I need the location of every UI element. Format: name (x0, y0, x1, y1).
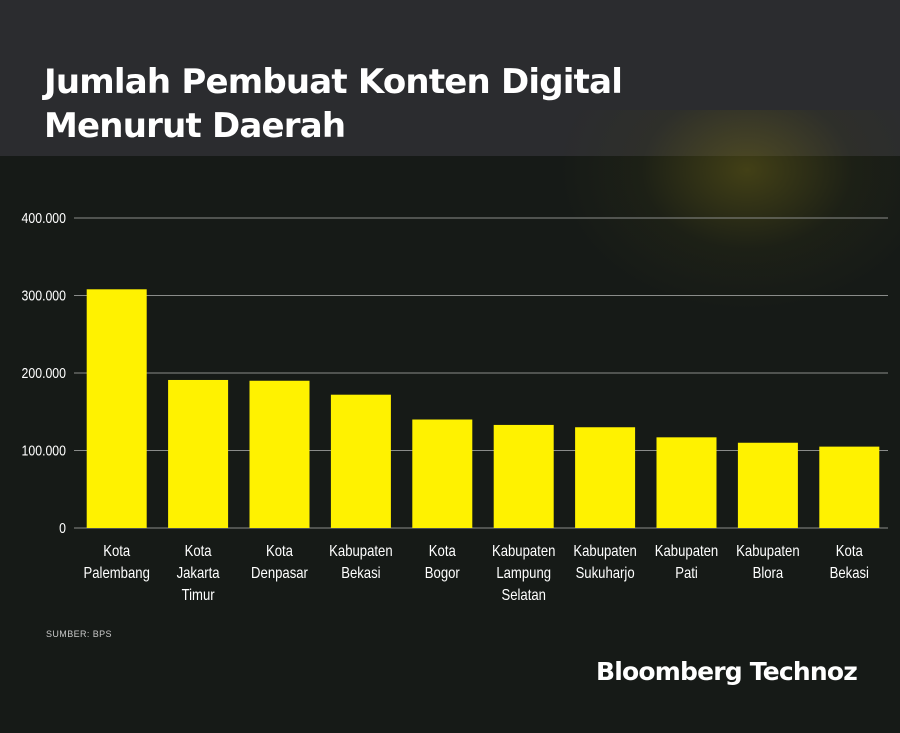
x-tick-label: Kota (103, 543, 131, 560)
x-tick-label: Kota (429, 543, 457, 560)
bar (412, 419, 473, 528)
bar (168, 379, 229, 528)
x-tick-label: Kota (185, 543, 213, 560)
x-tick-label: Kabupaten (492, 543, 555, 560)
bar (249, 380, 310, 528)
x-tick-label: Jakarta (177, 565, 221, 582)
chart-title-line-1: Jumlah Pembuat Konten Digital (44, 62, 623, 102)
chart-title-line-2: Menurut Daerah (44, 106, 346, 146)
bar (86, 289, 147, 528)
bar (493, 424, 554, 528)
x-tick-label: Bogor (425, 565, 460, 582)
x-tick-label: Timur (182, 587, 215, 604)
brand-logo: Bloomberg Technoz (596, 657, 858, 686)
x-tick-label: Bekasi (341, 565, 380, 582)
y-tick-label: 200.000 (22, 365, 67, 381)
header-band (0, 0, 900, 156)
x-tick-label: Kota (266, 543, 294, 560)
x-tick-label: Selatan (501, 587, 545, 604)
x-tick-label: Kabupaten (329, 543, 392, 560)
x-tick-label: Lampung (496, 565, 551, 582)
bar (575, 427, 636, 528)
x-tick-label: Kabupaten (736, 543, 799, 560)
x-tick-label: Blora (753, 565, 784, 582)
bar (819, 446, 880, 528)
y-tick-label: 0 (59, 520, 66, 536)
x-tick-label: Sukuharjo (576, 565, 635, 582)
y-tick-label: 400.000 (22, 210, 67, 226)
x-tick-label: Pati (675, 565, 698, 582)
source-note: SUMBER: BPS (46, 629, 112, 639)
y-tick-label: 100.000 (22, 442, 67, 458)
chart-title: Jumlah Pembuat Konten Digital Menurut Da… (44, 60, 744, 148)
bar (737, 442, 798, 528)
x-tick-label: Kota (836, 543, 864, 560)
bar (656, 437, 717, 528)
x-tick-label: Kabupaten (655, 543, 718, 560)
x-tick-label: Kabupaten (573, 543, 636, 560)
y-tick-label: 300.000 (22, 287, 67, 303)
bar (330, 394, 391, 528)
x-tick-label: Denpasar (251, 565, 308, 582)
x-tick-label: Bekasi (830, 565, 869, 582)
x-tick-label: Palembang (84, 565, 150, 582)
